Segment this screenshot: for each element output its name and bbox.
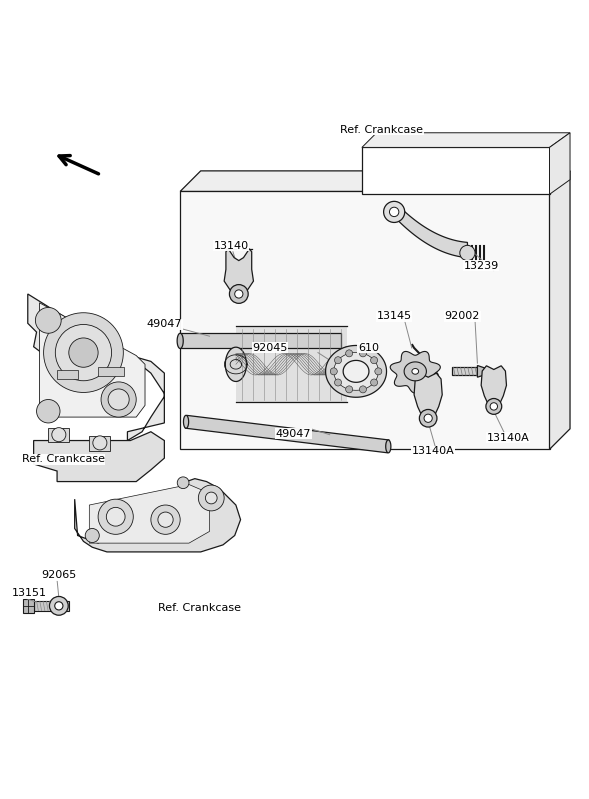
Circle shape — [158, 512, 173, 527]
Text: 610: 610 — [358, 343, 379, 353]
Circle shape — [346, 350, 353, 357]
Polygon shape — [362, 133, 570, 148]
Circle shape — [370, 356, 378, 364]
Circle shape — [177, 477, 189, 489]
Text: 13140: 13140 — [214, 241, 249, 251]
Circle shape — [460, 245, 475, 260]
Text: 13239: 13239 — [464, 260, 498, 271]
Polygon shape — [75, 479, 240, 552]
Polygon shape — [180, 171, 570, 192]
Polygon shape — [550, 133, 570, 194]
Polygon shape — [412, 368, 419, 374]
Polygon shape — [180, 192, 550, 449]
Polygon shape — [394, 201, 468, 257]
Polygon shape — [337, 348, 358, 381]
Circle shape — [35, 308, 61, 333]
Circle shape — [234, 290, 243, 298]
Polygon shape — [452, 368, 478, 376]
Polygon shape — [48, 427, 70, 443]
Circle shape — [108, 389, 129, 410]
Circle shape — [490, 403, 498, 410]
Text: 13151: 13151 — [12, 588, 47, 598]
Text: 92045: 92045 — [252, 343, 287, 353]
Text: partsfish: partsfish — [210, 383, 379, 416]
Polygon shape — [23, 598, 34, 613]
Polygon shape — [177, 333, 183, 348]
Polygon shape — [404, 362, 426, 381]
Polygon shape — [180, 333, 342, 348]
Text: Ref. Crankcase: Ref. Crankcase — [340, 125, 423, 135]
Text: 13140A: 13140A — [487, 432, 530, 443]
Circle shape — [346, 386, 353, 393]
Circle shape — [44, 312, 123, 392]
Polygon shape — [28, 294, 164, 440]
Polygon shape — [390, 352, 441, 393]
Text: 49047: 49047 — [276, 428, 311, 439]
Polygon shape — [550, 171, 570, 449]
Circle shape — [359, 350, 366, 357]
Polygon shape — [414, 373, 442, 420]
Text: 13140A: 13140A — [412, 446, 455, 456]
Circle shape — [335, 356, 342, 364]
Circle shape — [330, 368, 337, 375]
Circle shape — [370, 379, 378, 386]
Polygon shape — [90, 484, 210, 543]
Circle shape — [52, 427, 66, 442]
Polygon shape — [57, 370, 78, 379]
Text: Ref. Crankcase: Ref. Crankcase — [22, 455, 105, 464]
Polygon shape — [34, 431, 164, 482]
Polygon shape — [236, 326, 348, 403]
Circle shape — [389, 207, 399, 217]
Polygon shape — [343, 360, 369, 383]
Text: 13145: 13145 — [376, 312, 412, 321]
Circle shape — [85, 528, 100, 543]
Circle shape — [230, 284, 248, 304]
Polygon shape — [224, 248, 253, 296]
Polygon shape — [362, 148, 550, 194]
Circle shape — [37, 400, 60, 423]
Text: 92065: 92065 — [41, 570, 77, 580]
Polygon shape — [39, 303, 145, 417]
Circle shape — [98, 499, 133, 535]
Circle shape — [49, 597, 68, 615]
Circle shape — [55, 324, 111, 381]
Text: Ref. Crankcase: Ref. Crankcase — [158, 602, 241, 613]
Polygon shape — [386, 440, 391, 453]
Polygon shape — [367, 361, 372, 374]
Text: 49047: 49047 — [147, 320, 182, 329]
Polygon shape — [478, 365, 484, 377]
Circle shape — [107, 507, 125, 526]
Circle shape — [55, 602, 63, 610]
Polygon shape — [98, 368, 124, 376]
Circle shape — [383, 201, 405, 222]
Polygon shape — [183, 415, 188, 428]
Polygon shape — [226, 348, 246, 381]
Circle shape — [359, 386, 366, 393]
Circle shape — [151, 505, 180, 535]
Circle shape — [419, 409, 437, 427]
Circle shape — [486, 399, 502, 415]
Text: 92002: 92002 — [445, 312, 480, 321]
Circle shape — [206, 492, 217, 504]
Circle shape — [93, 435, 107, 450]
Circle shape — [424, 414, 432, 423]
Polygon shape — [334, 352, 378, 390]
Circle shape — [198, 485, 224, 511]
Polygon shape — [326, 345, 386, 397]
Circle shape — [335, 379, 342, 386]
Polygon shape — [481, 366, 507, 408]
Polygon shape — [90, 435, 110, 451]
Circle shape — [101, 382, 136, 417]
Circle shape — [375, 368, 382, 375]
Polygon shape — [34, 601, 69, 610]
Polygon shape — [186, 415, 389, 453]
Circle shape — [69, 338, 98, 368]
